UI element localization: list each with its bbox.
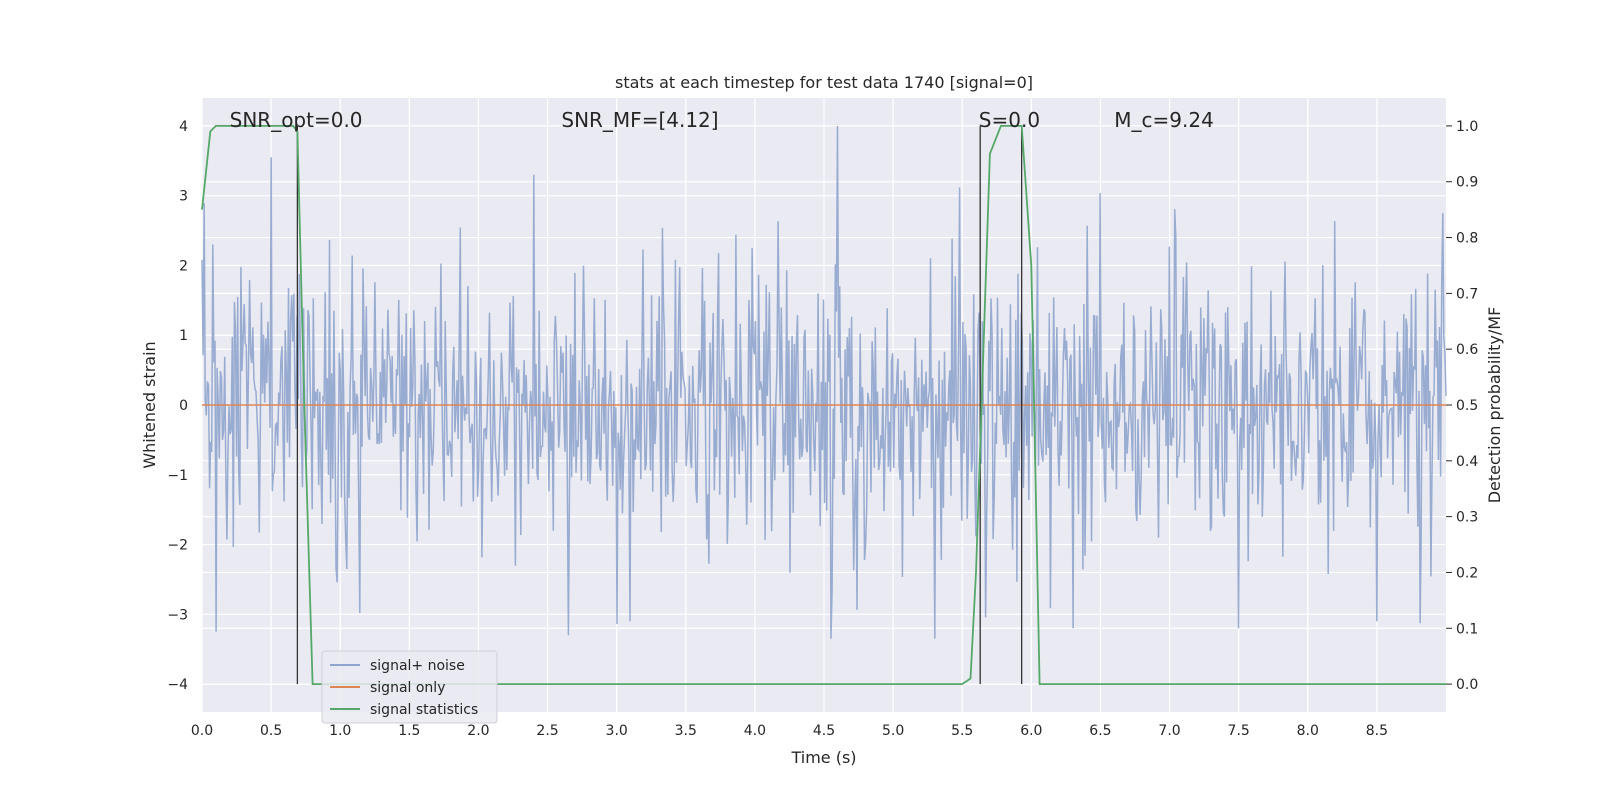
annotations: SNR_opt=0.0 SNR_MF=[4.12] S=0.0 M_c=9.24 [230, 108, 1214, 132]
y2-axis-ticks: 1.0 0.9 0.8 0.7 0.6 0.5 0.4 0.3 0.2 0.1 0.0 [1446, 119, 1478, 693]
y-tick-label: −4 [167, 677, 188, 693]
y2-tick-label: 0.7 [1456, 286, 1478, 302]
legend-box [321, 650, 498, 724]
x-tick-label: 8.0 [1297, 723, 1319, 739]
series-signal-statistics-line [201, 125, 1446, 685]
annotation-s: S=0.0 [979, 108, 1040, 132]
x-tick-label: 6.5 [1089, 723, 1111, 739]
annotation-mc: M_c=9.24 [1114, 108, 1214, 132]
y2-tick-label: 0.6 [1456, 342, 1478, 358]
x-tick-label: 1.5 [398, 723, 420, 739]
x-tick-label: 2.0 [467, 723, 489, 739]
signal-noise-series [201, 125, 1447, 639]
y2-tick-label: 1.0 [1456, 119, 1478, 135]
x-tick-label: 2.5 [536, 723, 558, 739]
y2-tick-label: 0.3 [1456, 510, 1478, 526]
y2-tick-label: 0.8 [1456, 231, 1478, 247]
legend-label: signal statistics [370, 702, 478, 718]
x-tick-label: 8.5 [1366, 723, 1388, 739]
x-axis-ticks: 0.0 0.5 1.0 1.5 2.0 2.5 3.0 3.5 4.0 4.5 5.0 5.5 6.0 6… [191, 723, 1388, 739]
line-series [201, 125, 1446, 685]
y-tick-label: 1 [179, 328, 188, 344]
y-tick-label: −3 [167, 607, 188, 623]
x-tick-label: 0.5 [260, 723, 282, 739]
annotation-snr-opt: SNR_opt=0.0 [230, 108, 363, 132]
x-tick-label: 7.5 [1228, 723, 1250, 739]
x-tick-label: 7.0 [1158, 723, 1180, 739]
y-tick-label: −2 [167, 538, 188, 554]
chart-title: stats at each timestep for test data 174… [615, 73, 1033, 92]
x-tick-label: 1.0 [329, 723, 351, 739]
x-axis-title: Time (s) [790, 748, 856, 767]
y-tick-label: 2 [179, 258, 188, 274]
y2-tick-label: 0.0 [1456, 677, 1478, 693]
y2-tick-label: 0.4 [1456, 454, 1478, 470]
x-tick-label: 5.0 [882, 723, 904, 739]
x-tick-label: 6.0 [1020, 723, 1042, 739]
y2-axis-title: Detection probability/MF [1485, 307, 1504, 504]
x-tick-label: 4.0 [744, 723, 766, 739]
y-tick-label: 0 [179, 398, 188, 414]
annotation-snr-mf: SNR_MF=[4.12] [561, 108, 718, 132]
y2-tick-label: 0.2 [1456, 565, 1478, 581]
legend-label: signal+ noise [370, 658, 465, 674]
x-tick-label: 4.5 [813, 723, 835, 739]
x-tick-label: 0.0 [191, 723, 213, 739]
series-signal-noise-line [201, 125, 1447, 639]
legend: signal+ noise signal only signal statistic… [321, 650, 498, 724]
x-tick-label: 3.5 [675, 723, 697, 739]
legend-label: signal only [370, 680, 445, 696]
y2-tick-label: 0.5 [1456, 398, 1478, 414]
y2-tick-label: 0.1 [1456, 621, 1478, 637]
y-tick-label: 4 [179, 119, 188, 135]
y-axis-title: Whitened strain [140, 341, 159, 468]
y2-tick-label: 0.9 [1456, 175, 1478, 191]
y-axis-ticks: 4 3 2 1 0 −1 −2 −3 −4 [167, 119, 188, 693]
y-tick-label: 3 [179, 189, 188, 205]
x-tick-label: 5.5 [951, 723, 973, 739]
x-tick-label: 3.0 [606, 723, 628, 739]
y-tick-label: −1 [167, 468, 188, 484]
